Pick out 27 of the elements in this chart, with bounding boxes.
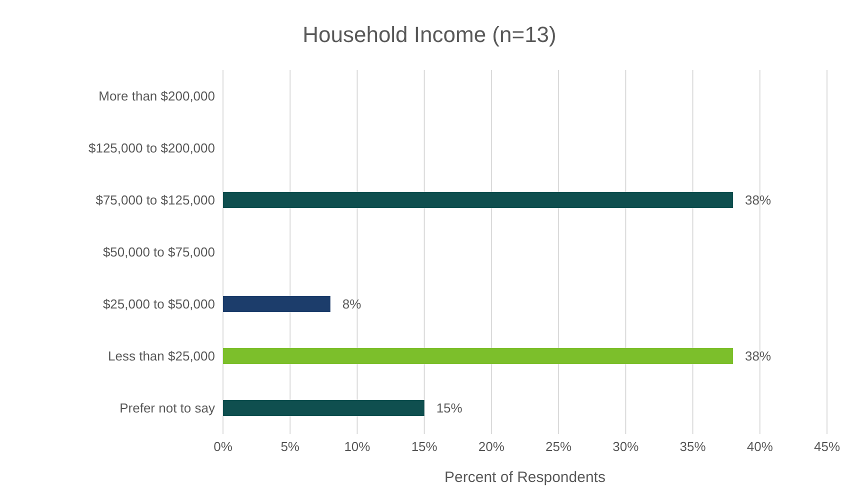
x-tick-label: 0% [214, 439, 233, 454]
x-tick-label: 15% [411, 439, 438, 454]
x-axis-title: Percent of Respondents [444, 469, 606, 486]
x-tick-label: 20% [478, 439, 505, 454]
data-label: 8% [342, 296, 362, 312]
x-tick-label: 45% [814, 439, 840, 454]
bar [223, 296, 330, 312]
x-tick-label: 30% [612, 439, 640, 454]
x-tick-label: 35% [680, 439, 706, 454]
data-label: 38% [745, 192, 772, 208]
x-tick-label: 25% [546, 439, 572, 454]
chart-title: Household Income (n=13) [302, 21, 558, 49]
y-tick-label: Less than $25,000 [108, 348, 215, 364]
x-tick-label: 10% [344, 439, 371, 454]
y-tick-label: $75,000 to $125,000 [96, 192, 215, 208]
x-tick-label: 40% [746, 439, 774, 454]
y-tick-label: Prefer not to say [120, 400, 216, 416]
bar [223, 400, 424, 416]
y-tick-label: $125,000 to $200,000 [88, 140, 215, 156]
y-tick-label: $25,000 to $50,000 [102, 296, 215, 312]
x-tick-label: 5% [280, 439, 300, 454]
bar [223, 348, 734, 364]
data-label: 15% [436, 400, 463, 416]
data-label: 38% [745, 348, 772, 364]
y-tick-label: $50,000 to $75,000 [102, 244, 215, 260]
y-tick-label: More than $200,000 [98, 88, 215, 104]
bar [223, 192, 734, 208]
